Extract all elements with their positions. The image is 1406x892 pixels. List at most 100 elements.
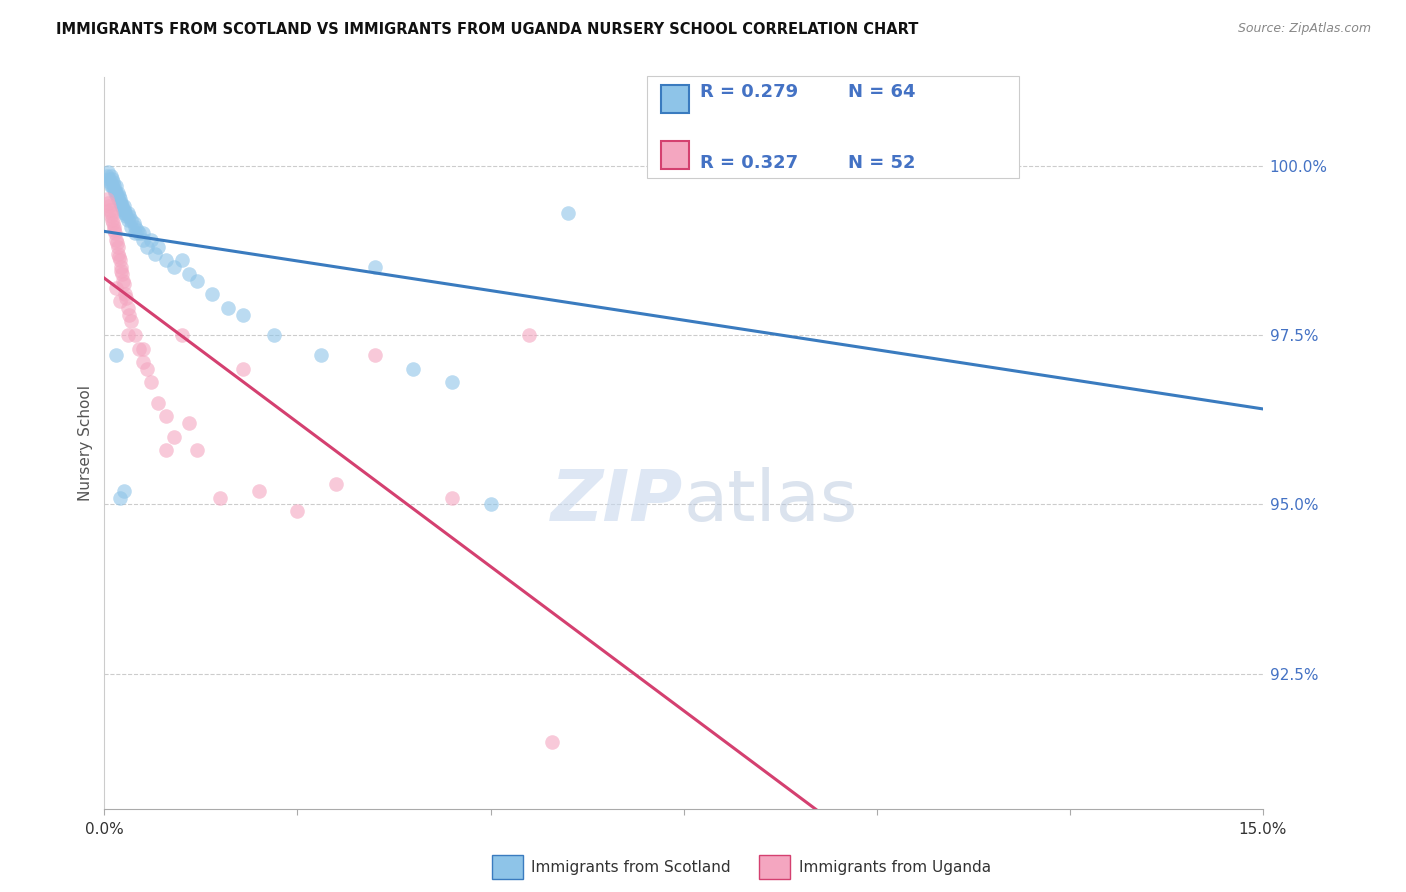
Point (209, 491, 232, 505)
Point (103, 219, 125, 234)
Point (97, 195, 120, 210)
Point (155, 409, 177, 424)
Point (96, 169, 118, 183)
Point (101, 172, 124, 186)
Point (100, 210, 122, 224)
Point (118, 210, 141, 224)
Point (105, 189, 128, 203)
Point (132, 355, 155, 369)
Point (100, 178, 122, 193)
Point (363, 260, 385, 275)
Point (325, 477, 347, 491)
Point (363, 348, 385, 362)
Point (155, 443, 177, 458)
Point (135, 362, 157, 376)
Point (107, 186, 129, 200)
Point (170, 328, 193, 343)
Text: ZIP: ZIP (551, 467, 683, 536)
Point (287, 504, 309, 518)
Point (96, 193, 118, 207)
Text: IMMIGRANTS FROM SCOTLAND VS IMMIGRANTS FROM UGANDA NURSERY SCHOOL CORRELATION CH: IMMIGRANTS FROM SCOTLAND VS IMMIGRANTS F… (56, 22, 918, 37)
Point (101, 176, 124, 190)
Point (104, 227, 127, 241)
Point (170, 253, 193, 268)
Point (108, 189, 131, 203)
Point (104, 348, 127, 362)
Text: Immigrants from Uganda: Immigrants from Uganda (799, 860, 991, 874)
Point (110, 260, 132, 275)
Point (479, 497, 502, 511)
Point (128, 227, 150, 241)
Point (186, 274, 208, 288)
Text: N = 64: N = 64 (848, 83, 915, 101)
Point (108, 195, 131, 210)
Point (101, 212, 124, 227)
Point (148, 240, 170, 254)
Point (232, 308, 254, 322)
Point (124, 219, 146, 234)
Point (124, 328, 146, 343)
Point (104, 280, 127, 294)
Point (148, 395, 170, 409)
Point (163, 429, 186, 443)
Point (108, 253, 131, 268)
Point (557, 206, 579, 220)
Point (247, 483, 270, 498)
Point (114, 202, 136, 217)
Point (179, 267, 201, 281)
Point (100, 206, 122, 220)
Point (402, 362, 425, 376)
Point (108, 193, 131, 207)
Point (111, 199, 134, 213)
Point (103, 182, 125, 196)
Point (143, 246, 166, 260)
Point (110, 199, 132, 213)
Text: R = 0.279: R = 0.279 (700, 83, 799, 101)
Point (117, 212, 139, 227)
Point (179, 416, 201, 430)
Point (112, 277, 135, 292)
Point (104, 186, 127, 200)
Point (111, 267, 134, 281)
Point (101, 178, 124, 193)
Point (100, 169, 122, 183)
Point (98, 202, 121, 217)
Point (186, 443, 208, 458)
Point (541, 734, 564, 748)
Point (117, 206, 139, 220)
Point (112, 206, 135, 220)
Point (104, 186, 127, 200)
Point (107, 246, 129, 260)
Point (104, 233, 127, 247)
Point (135, 240, 157, 254)
Point (110, 195, 132, 210)
Point (232, 362, 254, 376)
Point (440, 491, 463, 505)
Text: N = 52: N = 52 (848, 154, 915, 172)
Point (163, 260, 186, 275)
Point (98, 199, 121, 213)
Point (440, 376, 463, 390)
Point (111, 202, 134, 217)
Point (112, 483, 135, 498)
Text: R = 0.327: R = 0.327 (700, 154, 799, 172)
Point (927, 159, 949, 173)
Point (98, 172, 121, 186)
Point (118, 308, 141, 322)
Point (103, 178, 125, 193)
Point (108, 491, 131, 505)
Point (263, 328, 285, 343)
Point (98, 176, 121, 190)
Text: atlas: atlas (683, 467, 858, 536)
Point (139, 233, 162, 247)
Point (108, 294, 131, 309)
Point (132, 227, 155, 241)
Point (132, 342, 155, 356)
Point (110, 263, 132, 277)
Point (309, 348, 332, 362)
Point (139, 376, 162, 390)
Point (114, 287, 136, 301)
Point (112, 199, 135, 213)
Point (115, 210, 138, 224)
Point (132, 233, 155, 247)
